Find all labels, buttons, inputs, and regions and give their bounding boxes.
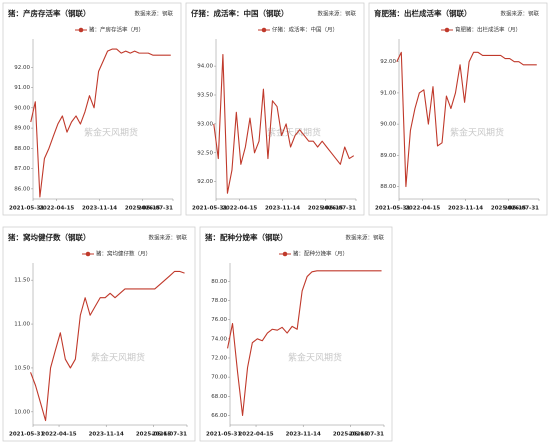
y-tick-label: 91.00 <box>380 90 396 96</box>
chart-title: 猪：窝均健仔数（钢联） <box>7 232 91 242</box>
x-tick-label: 2022-04-15 <box>39 206 74 212</box>
x-tick-label: 2026-07-31 <box>321 206 356 212</box>
legend-marker <box>282 251 288 257</box>
x-tick-label: 2025-06-15 <box>491 206 526 212</box>
y-tick-label: 90.00 <box>380 122 396 128</box>
y-tick-label: 87.00 <box>14 166 30 172</box>
watermark: 紫金天风期货 <box>450 127 504 139</box>
y-tick-label: 80.00 <box>211 279 227 285</box>
y-tick-label: 88.00 <box>14 146 30 152</box>
x-tick-label: 2023-11-14 <box>265 206 300 212</box>
x-tick-label: 2025-06-15 <box>333 432 368 438</box>
y-tick-label: 93.00 <box>197 121 213 127</box>
legend-label: 猪：产房存活率（月） <box>89 26 144 34</box>
chart-title: 猪：配种分娩率（钢联） <box>204 232 288 242</box>
panel <box>2 2 182 216</box>
y-tick-label: 92.50 <box>197 150 213 156</box>
x-tick-label: 2026-07-31 <box>349 432 384 438</box>
chart-title: 猪：产房存活率（钢联） <box>7 8 91 18</box>
x-tick-label: 2023-11-14 <box>89 432 124 438</box>
series-line <box>30 270 185 422</box>
legend-marker <box>444 27 450 33</box>
panel <box>185 2 365 216</box>
y-tick-label: 66.00 <box>211 413 227 419</box>
y-tick-label: 74.00 <box>211 336 227 342</box>
x-tick-label: 2022-04-15 <box>41 432 76 438</box>
y-tick-label: 93.50 <box>197 93 213 99</box>
y-tick-label: 92.00 <box>197 179 213 185</box>
x-tick-label: 2021-05-31 <box>9 206 44 212</box>
x-tick-label: 2023-11-14 <box>82 206 117 212</box>
x-tick-label: 2021-05-31 <box>9 432 44 438</box>
y-tick-label: 78.00 <box>211 298 227 304</box>
x-tick-label: 2026-07-31 <box>138 206 173 212</box>
y-tick-label: 92.00 <box>14 65 30 71</box>
x-tick-label: 2023-11-14 <box>286 432 321 438</box>
y-tick-label: 89.00 <box>14 126 30 132</box>
series-line <box>213 54 355 194</box>
legend-marker <box>85 251 91 257</box>
y-tick-label: 72.00 <box>211 355 227 361</box>
x-tick-label: 2023-11-14 <box>448 206 483 212</box>
y-tick-label: 94.00 <box>197 64 213 70</box>
x-tick-label: 2021-05-31 <box>375 206 410 212</box>
x-tick-label: 2022-04-15 <box>222 206 257 212</box>
y-tick-label: 92.00 <box>380 59 396 65</box>
x-tick-label: 2026-07-31 <box>504 206 539 212</box>
chart-title: 育肥猪：出栏成活率（钢联） <box>374 8 472 18</box>
series-line <box>396 51 537 188</box>
y-tick-label: 68.00 <box>211 394 227 400</box>
panel <box>368 2 548 216</box>
y-tick-label: 10.00 <box>14 409 30 415</box>
source: 数据来源：钢联 <box>500 10 539 18</box>
x-tick-label: 2025-06-15 <box>125 206 160 212</box>
x-tick-label: 2021-05-31 <box>206 432 241 438</box>
panel <box>2 226 196 442</box>
source: 数据来源：钢联 <box>134 10 173 18</box>
y-tick-label: 11.00 <box>14 322 30 328</box>
source: 数据来源：钢联 <box>317 10 356 18</box>
y-tick-label: 76.00 <box>211 317 227 323</box>
watermark: 紫金天风期货 <box>288 352 342 364</box>
y-tick-label: 11.50 <box>14 278 30 284</box>
x-tick-label: 2025-06-15 <box>308 206 343 212</box>
panel <box>199 226 393 442</box>
y-tick-label: 90.00 <box>14 105 30 111</box>
legend-label: 仔猪：成活率：中国（月） <box>272 26 338 34</box>
watermark: 紫金天风期货 <box>84 127 138 139</box>
watermark: 紫金天风期货 <box>91 352 145 364</box>
series-line <box>227 270 382 416</box>
x-tick-label: 2025-06-15 <box>136 432 171 438</box>
watermark: 紫金天风期货 <box>267 127 321 139</box>
series-line <box>30 48 171 198</box>
x-tick-label: 2026-07-31 <box>152 432 187 438</box>
chart-title: 仔猪：成活率：中国（钢联） <box>191 8 289 18</box>
legend-label: 猪：窝均健仔数（月） <box>96 250 151 258</box>
legend-marker <box>78 27 84 33</box>
y-tick-label: 10.50 <box>14 365 30 371</box>
y-tick-label: 91.00 <box>14 85 30 91</box>
y-tick-label: 70.00 <box>211 375 227 381</box>
x-tick-label: 2022-04-15 <box>238 432 273 438</box>
y-tick-label: 86.00 <box>14 186 30 192</box>
legend-label: 猪：配种分娩率（月） <box>293 250 348 258</box>
legend-marker <box>261 27 267 33</box>
y-tick-label: 89.00 <box>380 153 396 159</box>
y-tick-label: 88.00 <box>380 184 396 190</box>
x-tick-label: 2021-05-31 <box>192 206 227 212</box>
x-tick-label: 2022-04-15 <box>405 206 440 212</box>
source: 数据来源：钢联 <box>148 234 187 242</box>
legend-label: 育肥猪：出栏成活率（月） <box>455 26 521 34</box>
source: 数据来源：钢联 <box>345 234 384 242</box>
